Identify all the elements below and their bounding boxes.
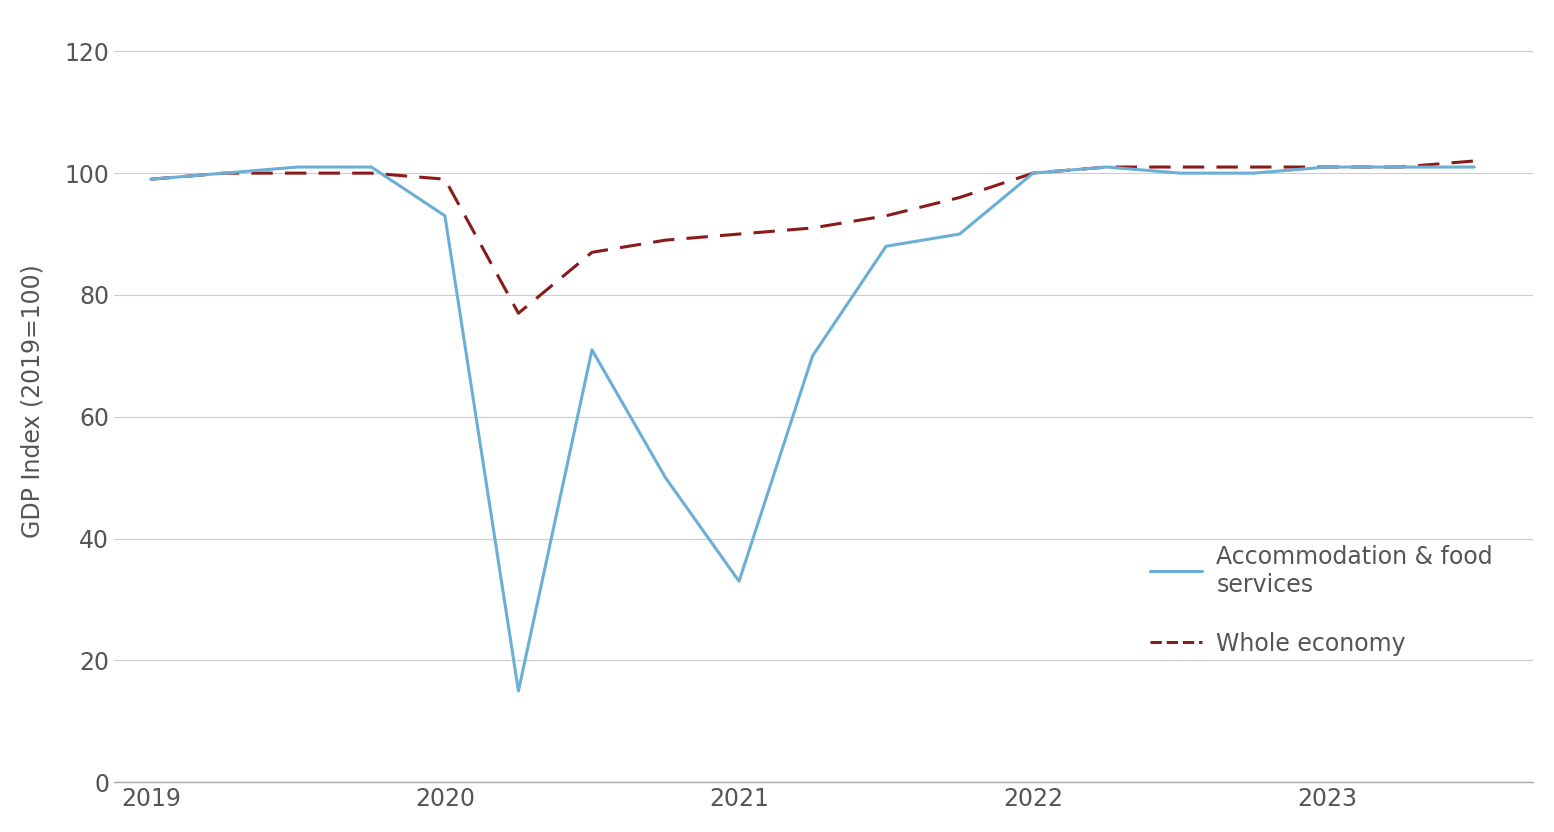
Accommodation & food
services [1465,162,1484,172]
Accommodation & food
services [1097,162,1116,172]
Whole economy [1465,156,1484,166]
Line: Accommodation & food
services: Accommodation & food services [151,167,1475,691]
Whole economy [1391,162,1409,172]
Y-axis label: GDP Index (2019=100): GDP Index (2019=100) [20,265,45,538]
Whole economy [1097,162,1116,172]
Whole economy [730,229,749,239]
Legend: Accommodation & food
services, Whole economy: Accommodation & food services, Whole eco… [1150,545,1493,656]
Whole economy [803,223,822,233]
Whole economy [214,168,233,178]
Whole economy [583,247,601,257]
Line: Whole economy: Whole economy [151,161,1475,313]
Whole economy [951,192,970,202]
Whole economy [435,174,454,184]
Accommodation & food
services [510,686,528,696]
Whole economy [141,174,160,184]
Whole economy [362,168,381,178]
Accommodation & food
services [1391,162,1409,172]
Accommodation & food
services [876,241,895,251]
Accommodation & food
services [1170,168,1189,178]
Accommodation & food
services [656,473,674,483]
Whole economy [1245,162,1263,172]
Accommodation & food
services [362,162,381,172]
Accommodation & food
services [289,162,308,172]
Accommodation & food
services [951,229,970,239]
Whole economy [510,308,528,318]
Whole economy [1024,168,1043,178]
Accommodation & food
services [1318,162,1336,172]
Whole economy [1318,162,1336,172]
Accommodation & food
services [1024,168,1043,178]
Accommodation & food
services [435,210,454,220]
Whole economy [289,168,308,178]
Whole economy [656,235,674,245]
Accommodation & food
services [803,351,822,361]
Accommodation & food
services [214,168,233,178]
Whole economy [876,210,895,220]
Whole economy [1170,162,1189,172]
Accommodation & food
services [1245,168,1263,178]
Accommodation & food
services [141,174,160,184]
Accommodation & food
services [583,344,601,354]
Accommodation & food
services [730,577,749,587]
